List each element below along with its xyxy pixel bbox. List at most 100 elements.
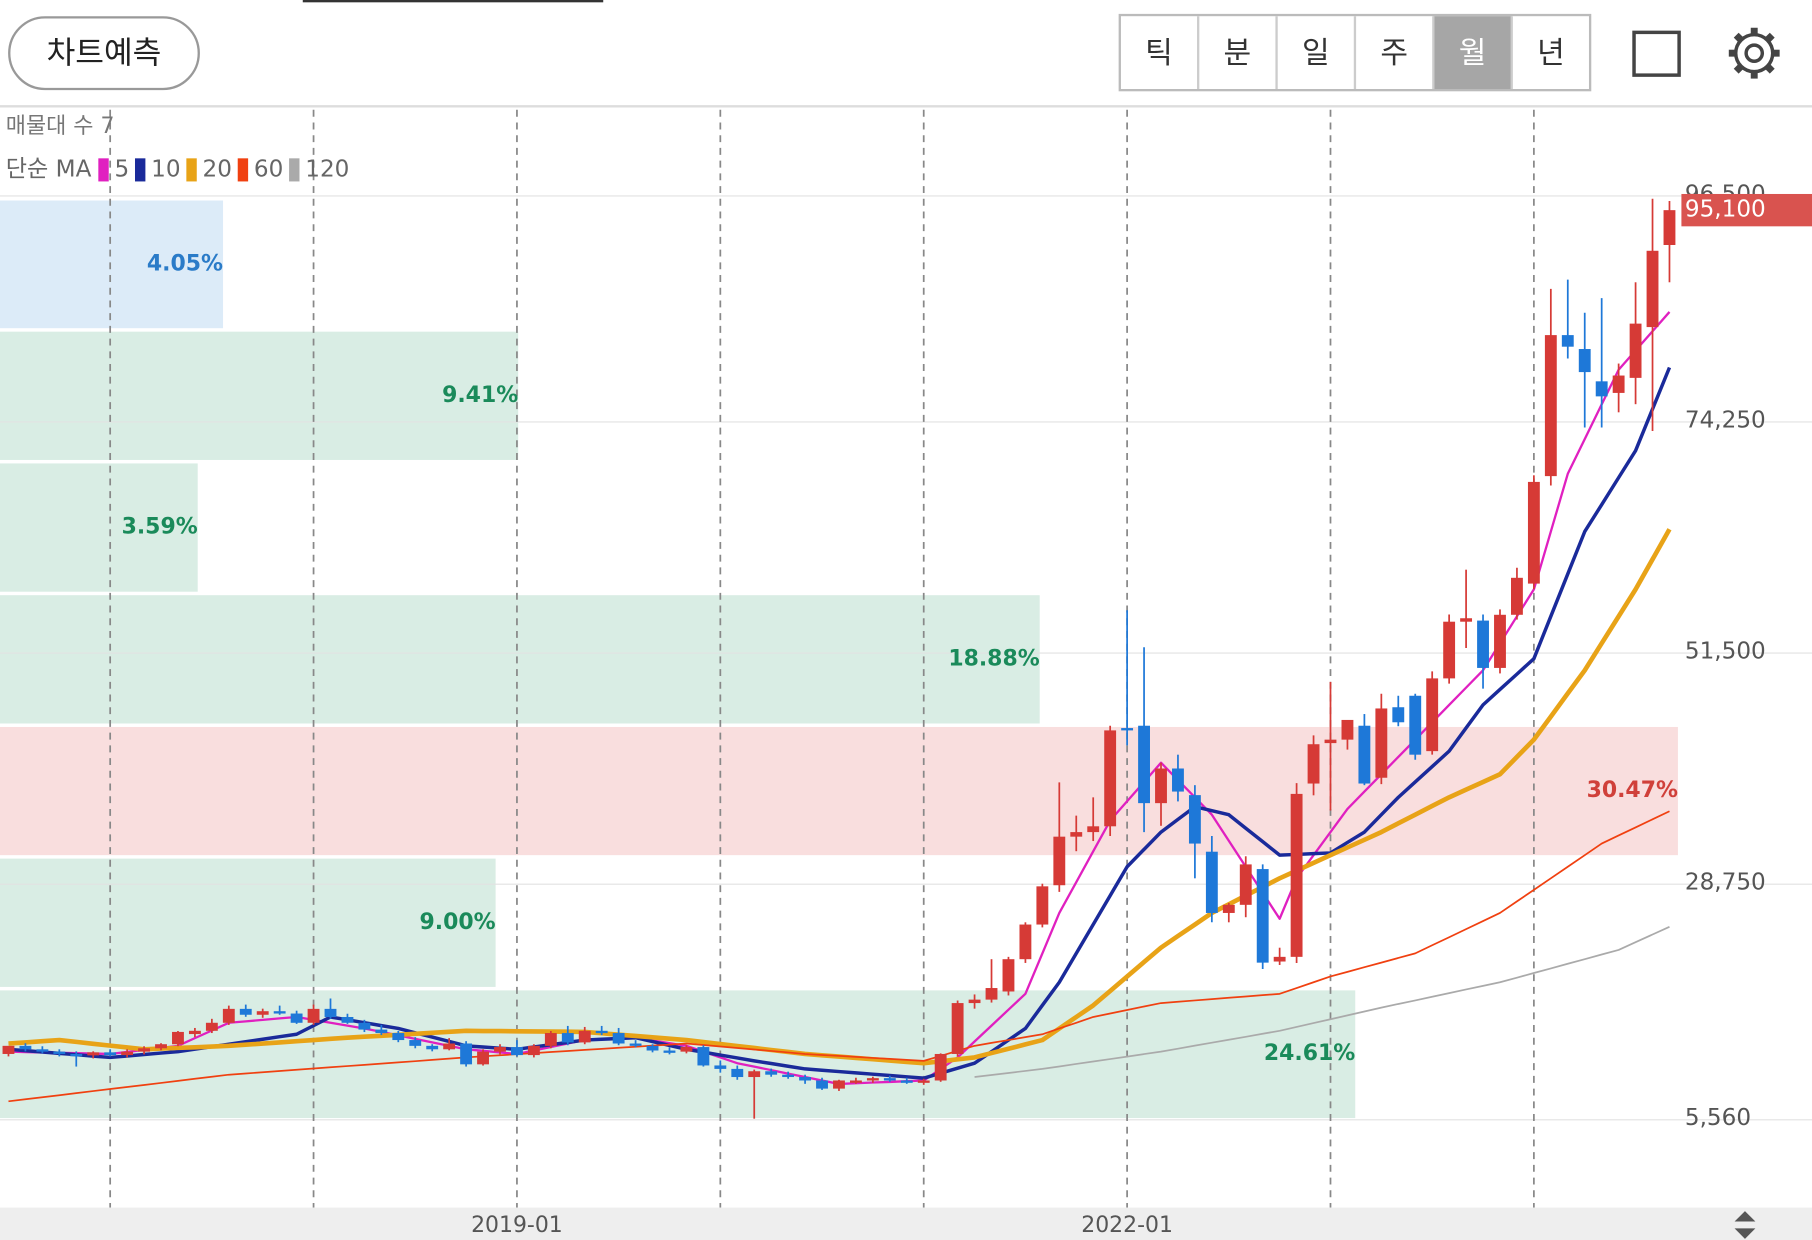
ma-legend-label: 단순 MA xyxy=(6,156,92,182)
candle-body xyxy=(1155,768,1167,804)
y-tick-label: 51,500 xyxy=(1685,638,1766,664)
candle-body xyxy=(900,1080,913,1083)
candle-body xyxy=(595,1030,608,1034)
legend-swatch xyxy=(237,158,249,182)
candle-body xyxy=(1104,730,1117,827)
candle-body xyxy=(1629,323,1642,378)
candle-body xyxy=(1409,695,1422,755)
candle-body xyxy=(1205,851,1218,913)
candle-body xyxy=(1290,793,1303,957)
tab-label[interactable]: 일 xyxy=(1302,36,1330,71)
candle-body xyxy=(1053,836,1066,886)
volume-band xyxy=(0,463,198,592)
candle-body xyxy=(934,1053,947,1081)
legend-label: 120 xyxy=(305,156,349,182)
candle-body xyxy=(612,1033,625,1044)
candle-body xyxy=(1375,708,1388,778)
candle-body xyxy=(1511,577,1523,615)
legend-swatch xyxy=(289,158,300,182)
candle-body xyxy=(663,1050,676,1053)
candle-body xyxy=(358,1022,371,1030)
candle-body xyxy=(731,1068,744,1078)
predict-button[interactable] xyxy=(8,16,200,91)
candle-body xyxy=(324,1008,337,1017)
candle-body xyxy=(629,1043,642,1046)
candle-body xyxy=(816,1080,828,1089)
last-price-label: 95,100 xyxy=(1685,197,1766,223)
candle-body xyxy=(1188,795,1201,844)
volume-band xyxy=(0,858,496,987)
volume-band-label: 3.59% xyxy=(122,515,198,540)
candle-body xyxy=(1019,924,1032,960)
tab-selected[interactable] xyxy=(1433,16,1512,89)
candle-body xyxy=(494,1047,506,1052)
candle-body xyxy=(1578,349,1591,373)
legend-label: 5 xyxy=(115,156,130,182)
candle-body xyxy=(968,999,981,1004)
legend-swatch xyxy=(98,158,109,182)
tab-label[interactable]: 주 xyxy=(1380,36,1408,71)
candle-body xyxy=(1273,956,1286,962)
candle-body xyxy=(104,1052,117,1056)
candle-body xyxy=(697,1047,710,1066)
volume-band xyxy=(0,726,1678,856)
candle-body xyxy=(53,1051,66,1054)
volume-band xyxy=(0,331,519,460)
fullscreen-icon[interactable] xyxy=(1632,30,1681,77)
candle-body xyxy=(1256,869,1269,963)
settings-icon[interactable] xyxy=(1728,27,1780,79)
volume-band xyxy=(0,990,1356,1119)
candle-body xyxy=(1426,678,1439,752)
candle-body xyxy=(443,1043,456,1050)
last-price-box xyxy=(1681,193,1812,227)
candle-body xyxy=(1087,826,1100,833)
y-tick-label: 28,750 xyxy=(1685,870,1766,896)
candle-body xyxy=(1358,725,1371,784)
volume-band-label: 18.88% xyxy=(948,646,1039,671)
candle-body xyxy=(511,1047,523,1056)
plot-background xyxy=(0,109,1812,1208)
candle-body xyxy=(748,1071,761,1078)
tab-label[interactable]: 분 xyxy=(1224,36,1252,71)
candle-body xyxy=(951,1003,964,1054)
predict-button-label[interactable]: 차트예측 xyxy=(47,35,162,71)
candle-body xyxy=(1663,210,1676,245)
candle-body xyxy=(1477,620,1489,668)
candle-body xyxy=(172,1031,184,1045)
tab-label[interactable]: 월 xyxy=(1459,36,1487,71)
scale-icon[interactable] xyxy=(1734,1211,1756,1239)
candle-body xyxy=(19,1045,32,1050)
candle-body xyxy=(1494,614,1506,668)
candle-body xyxy=(1392,707,1405,723)
candle-body xyxy=(138,1048,150,1052)
volume-band-label: 24.61% xyxy=(1264,1041,1355,1066)
candle-body xyxy=(1527,481,1540,584)
ma-line xyxy=(974,925,1670,1078)
candle-body xyxy=(765,1071,778,1075)
tab-label[interactable]: 틱 xyxy=(1145,36,1173,71)
candle-body xyxy=(985,988,998,1000)
candle-body xyxy=(1002,959,1015,992)
candle-body xyxy=(341,1016,354,1023)
candle-body xyxy=(1460,618,1473,622)
volume-band-label: 9.00% xyxy=(420,910,496,935)
volume-profile-title: 매물대 수 7 xyxy=(6,114,115,139)
x-tick-label: 2019-01 xyxy=(471,1213,563,1238)
candle-body xyxy=(1172,768,1184,792)
candle-body xyxy=(205,1022,218,1031)
candle-body xyxy=(375,1029,388,1034)
candle-body xyxy=(866,1078,879,1081)
candle-body xyxy=(87,1052,100,1056)
candle-body xyxy=(544,1033,557,1046)
candle-body xyxy=(1612,375,1625,393)
volume-band xyxy=(0,595,1040,724)
candle-body xyxy=(1138,725,1150,804)
candle-body xyxy=(290,1013,303,1023)
candle-body xyxy=(1341,719,1354,740)
candle-body xyxy=(1307,744,1320,784)
candle-body xyxy=(1324,739,1337,744)
candle-body xyxy=(256,1011,269,1015)
tab-label[interactable]: 년 xyxy=(1537,36,1565,71)
